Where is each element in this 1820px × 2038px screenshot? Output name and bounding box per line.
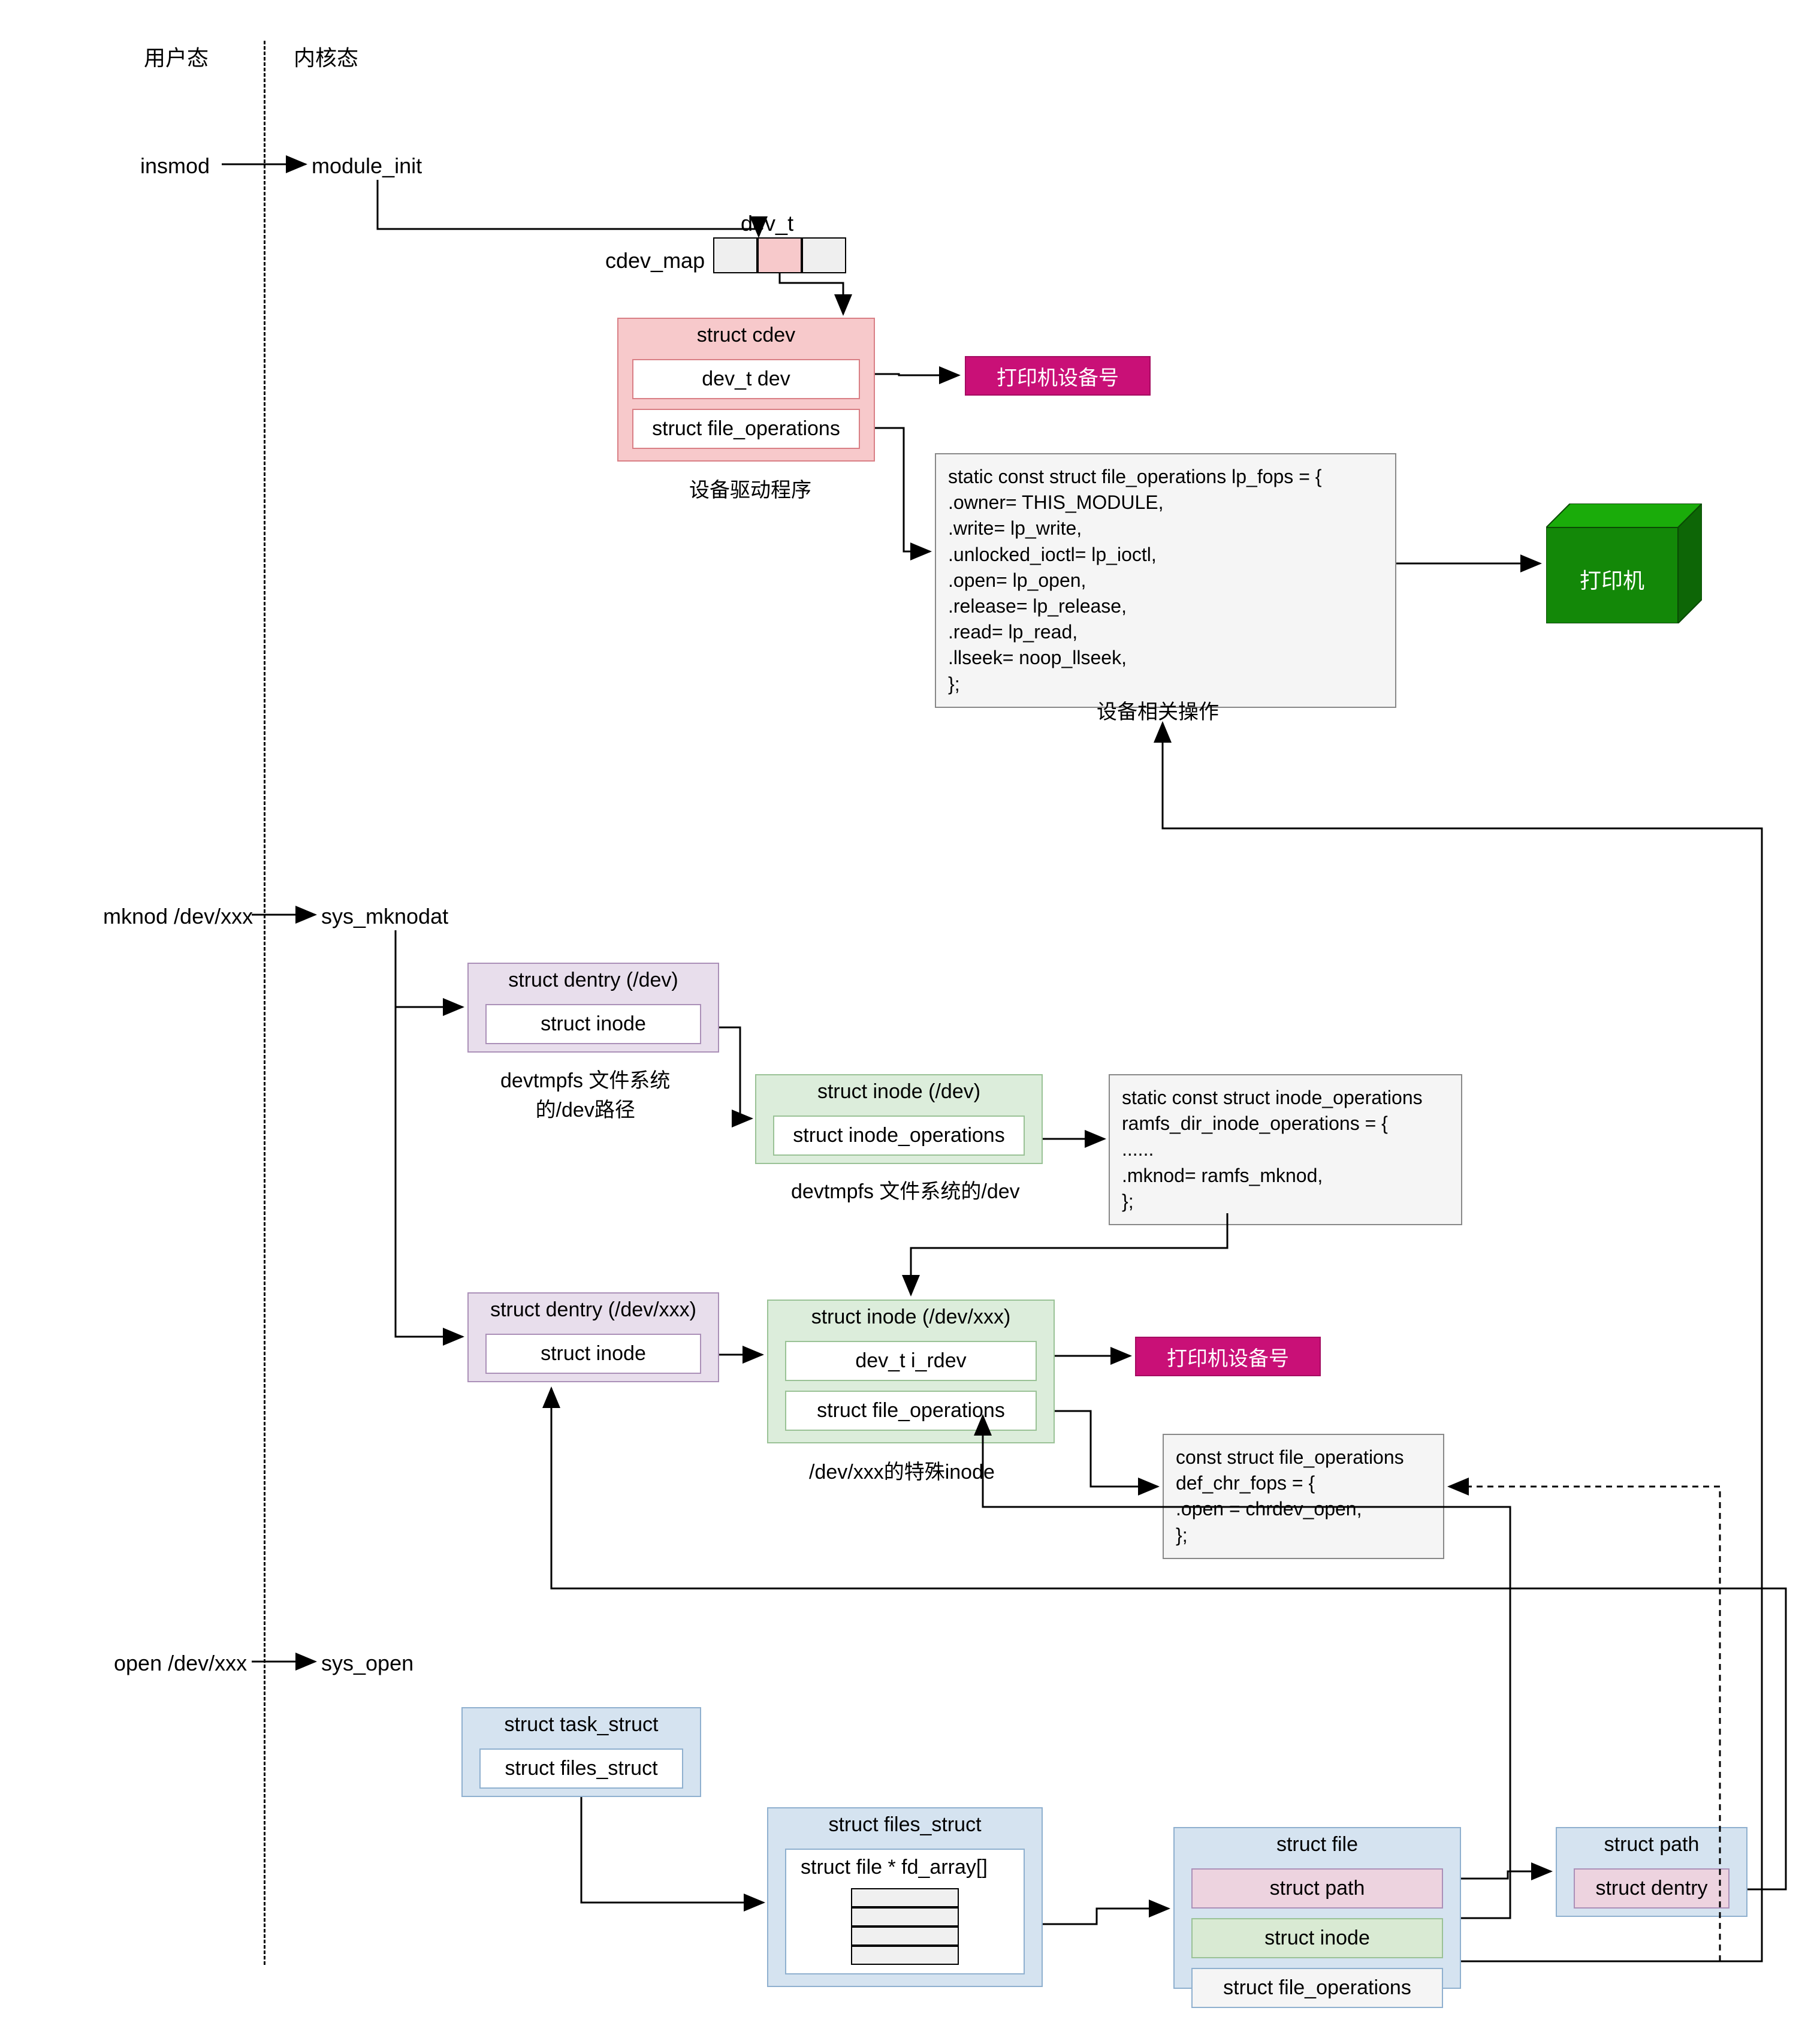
mode-divider bbox=[264, 41, 265, 1965]
printer-devnum-1: 打印机设备号 bbox=[965, 356, 1151, 396]
struct-path-dentry: struct dentry bbox=[1574, 1868, 1730, 1909]
cdev-caption: 设备驱动程序 bbox=[689, 474, 811, 503]
inode-dev-title: struct inode (/dev) bbox=[756, 1075, 1042, 1111]
dentry-dev-inode: struct inode bbox=[485, 1004, 701, 1044]
device-ops-caption: 设备相关操作 bbox=[1097, 695, 1219, 725]
fd-array-cell-3 bbox=[851, 1946, 959, 1965]
diagram-canvas: 用户态 内核态 insmod module_init cdev_map dev_… bbox=[0, 0, 1820, 2038]
struct-file-path: struct path bbox=[1191, 1868, 1443, 1909]
cdev-map-seg-1 bbox=[757, 237, 802, 273]
user-mode-label: 用户态 bbox=[144, 41, 209, 72]
fd-array-cell-0 bbox=[851, 1888, 959, 1907]
files-struct-title: struct files_struct bbox=[768, 1808, 1042, 1844]
inode-dev-ops: struct inode_operations bbox=[773, 1116, 1025, 1156]
printer-label: 打印机 bbox=[1546, 563, 1678, 595]
dentry-dev-box: struct dentry (/dev) struct inode bbox=[467, 963, 719, 1053]
task-struct-files: struct files_struct bbox=[479, 1748, 683, 1789]
dentry-dev-title: struct dentry (/dev) bbox=[469, 964, 718, 999]
task-struct-title: struct task_struct bbox=[463, 1708, 700, 1744]
cdev-map-seg-2 bbox=[802, 237, 846, 273]
inode-dev-box: struct inode (/dev) struct inode_operati… bbox=[755, 1074, 1043, 1164]
inode-dev-caption: devtmpfs 文件系统的/dev bbox=[791, 1175, 1020, 1204]
struct-cdev-title: struct cdev bbox=[618, 319, 874, 354]
sys-open-label: sys_open bbox=[321, 1651, 414, 1676]
insmod-label: insmod bbox=[140, 153, 210, 179]
inode-xxx-title: struct inode (/dev/xxx) bbox=[768, 1301, 1054, 1336]
fd-array-cell-2 bbox=[851, 1927, 959, 1946]
struct-file-box: struct file struct path struct inode str… bbox=[1173, 1827, 1461, 1989]
module-init-label: module_init bbox=[312, 153, 422, 179]
fd-array-cell-1 bbox=[851, 1907, 959, 1927]
kernel-mode-label: 内核态 bbox=[294, 41, 358, 72]
struct-file-inode: struct inode bbox=[1191, 1918, 1443, 1958]
struct-path-box: struct path struct dentry bbox=[1556, 1827, 1747, 1917]
cdev-map-label: cdev_map bbox=[605, 248, 705, 273]
cdev-dev-field: dev_t dev bbox=[632, 359, 860, 399]
inode-xxx-caption: /dev/xxx的特殊inode bbox=[809, 1455, 995, 1485]
inode-xxx-fops: struct file_operations bbox=[785, 1391, 1037, 1431]
edges-layer bbox=[0, 0, 1820, 2038]
struct-path-title: struct path bbox=[1557, 1828, 1746, 1864]
inode-xxx-rdev: dev_t i_rdev bbox=[785, 1341, 1037, 1381]
ramfs-code: static const struct inode_operations ram… bbox=[1109, 1074, 1462, 1225]
inode-xxx-box: struct inode (/dev/xxx) dev_t i_rdev str… bbox=[767, 1300, 1055, 1443]
cdev-map-seg-0 bbox=[713, 237, 757, 273]
task-struct-box: struct task_struct struct files_struct bbox=[461, 1707, 701, 1797]
lp-fops-code: static const struct file_operations lp_f… bbox=[935, 453, 1396, 708]
dentry-dev-caption: devtmpfs 文件系统 的/dev路径 bbox=[500, 1064, 670, 1123]
struct-cdev-box: struct cdev dev_t dev struct file_operat… bbox=[617, 318, 875, 462]
open-label: open /dev/xxx bbox=[114, 1651, 247, 1676]
printer-devnum-2: 打印机设备号 bbox=[1135, 1337, 1321, 1376]
cdev-fops-field: struct file_operations bbox=[632, 409, 860, 449]
dentry-xxx-box: struct dentry (/dev/xxx) struct inode bbox=[467, 1292, 719, 1382]
printer-cube: 打印机 bbox=[1546, 504, 1702, 623]
mknod-label: mknod /dev/xxx bbox=[103, 904, 253, 929]
struct-file-fops: struct file_operations bbox=[1191, 1968, 1443, 2008]
struct-file-title: struct file bbox=[1175, 1828, 1460, 1864]
def-chr-code: const struct file_operations def_chr_fop… bbox=[1163, 1434, 1444, 1559]
sys-mknodat-label: sys_mknodat bbox=[321, 904, 448, 929]
dentry-xxx-title: struct dentry (/dev/xxx) bbox=[469, 1294, 718, 1329]
dentry-xxx-inode: struct inode bbox=[485, 1334, 701, 1374]
dev-t-label: dev_t bbox=[741, 211, 793, 236]
